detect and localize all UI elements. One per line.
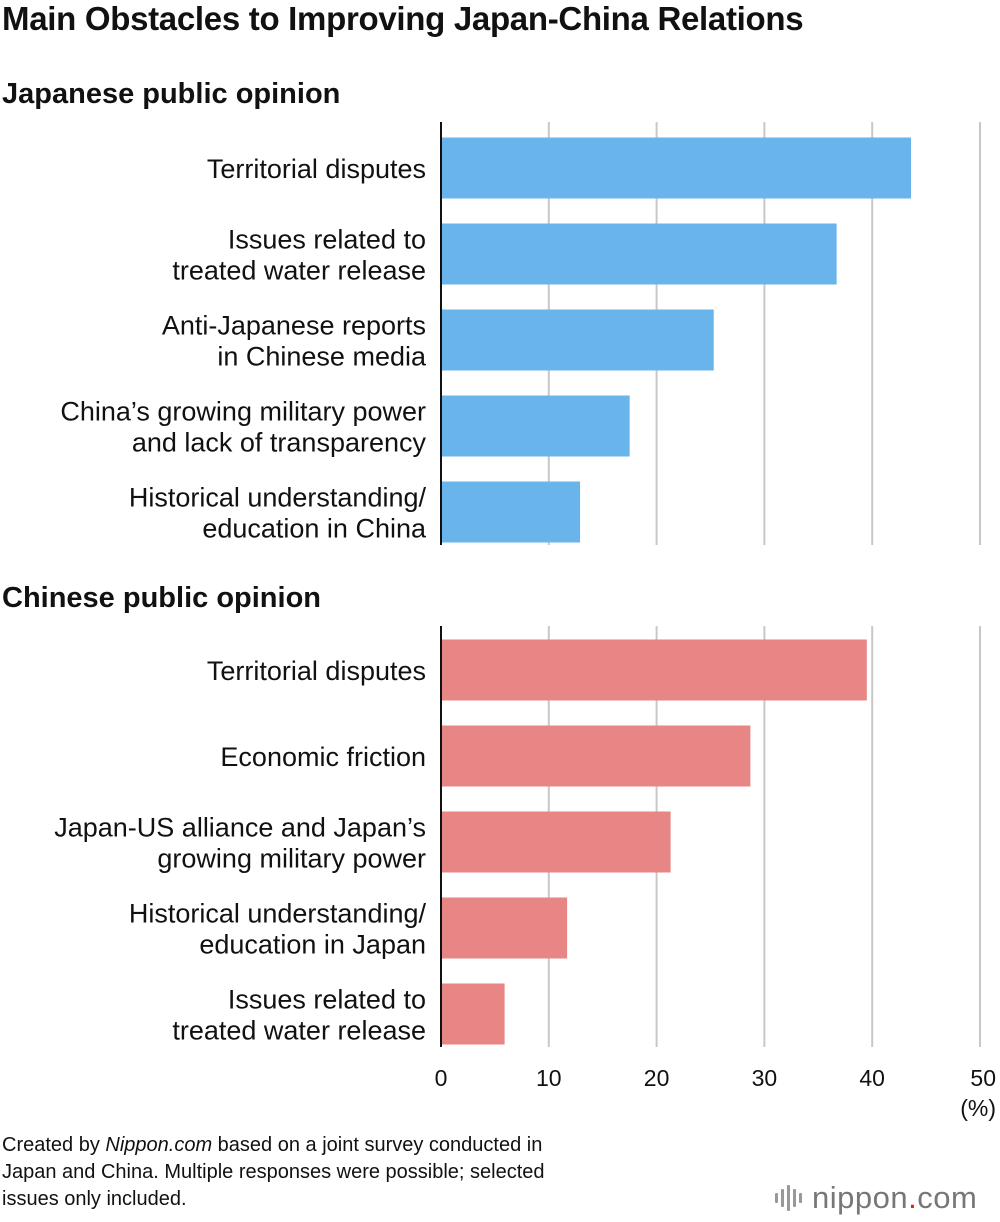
category-label: education in China: [202, 514, 427, 544]
category-label: treated water release: [172, 256, 426, 286]
category-label: Historical understanding/: [129, 899, 427, 929]
category-label: Japan-US alliance and Japan’s: [54, 813, 426, 843]
category-label: education in Japan: [199, 930, 426, 960]
category-label: growing military power: [157, 844, 426, 874]
bar: [441, 137, 912, 199]
bar: [441, 811, 671, 873]
tick-label: 10: [536, 1065, 562, 1091]
category-label: China’s growing military power: [60, 397, 426, 427]
tick-label: 50: [970, 1065, 996, 1091]
logo-mark-icon: [775, 1185, 802, 1211]
category-label: Economic friction: [220, 742, 426, 772]
bar: [441, 309, 714, 371]
chinese-opinion-heading: Chinese public opinion: [2, 582, 321, 614]
bar: [441, 481, 581, 543]
japanese-opinion-heading: Japanese public opinion: [2, 78, 341, 110]
tick-label: 20: [644, 1065, 670, 1091]
tick-label: 40: [859, 1065, 885, 1091]
category-label: Territorial disputes: [207, 154, 426, 184]
category-label: Territorial disputes: [207, 656, 426, 686]
bar: [441, 983, 505, 1045]
source-note: Created by Nippon.com based on a joint s…: [2, 1134, 545, 1210]
bar: [441, 223, 837, 285]
category-label: Issues related to: [228, 225, 426, 255]
category-label: Historical understanding/: [129, 483, 427, 513]
category-label: treated water release: [172, 1016, 426, 1046]
category-label: in Chinese media: [217, 342, 427, 372]
category-label: Issues related to: [228, 985, 426, 1015]
bar: [441, 725, 751, 787]
category-label: Anti-Japanese reports: [162, 311, 426, 341]
tick-label: 0: [435, 1065, 448, 1091]
tick-label: 30: [752, 1065, 778, 1091]
bar: [441, 639, 867, 701]
category-label: and lack of transparency: [132, 428, 427, 458]
bar: [441, 897, 568, 959]
bar: [441, 395, 630, 457]
nippon-logo: nippon. com: [775, 1178, 977, 1218]
axis-unit-label: (%): [960, 1095, 996, 1121]
chart-title: Main Obstacles to Improving Japan-China …: [2, 0, 804, 37]
